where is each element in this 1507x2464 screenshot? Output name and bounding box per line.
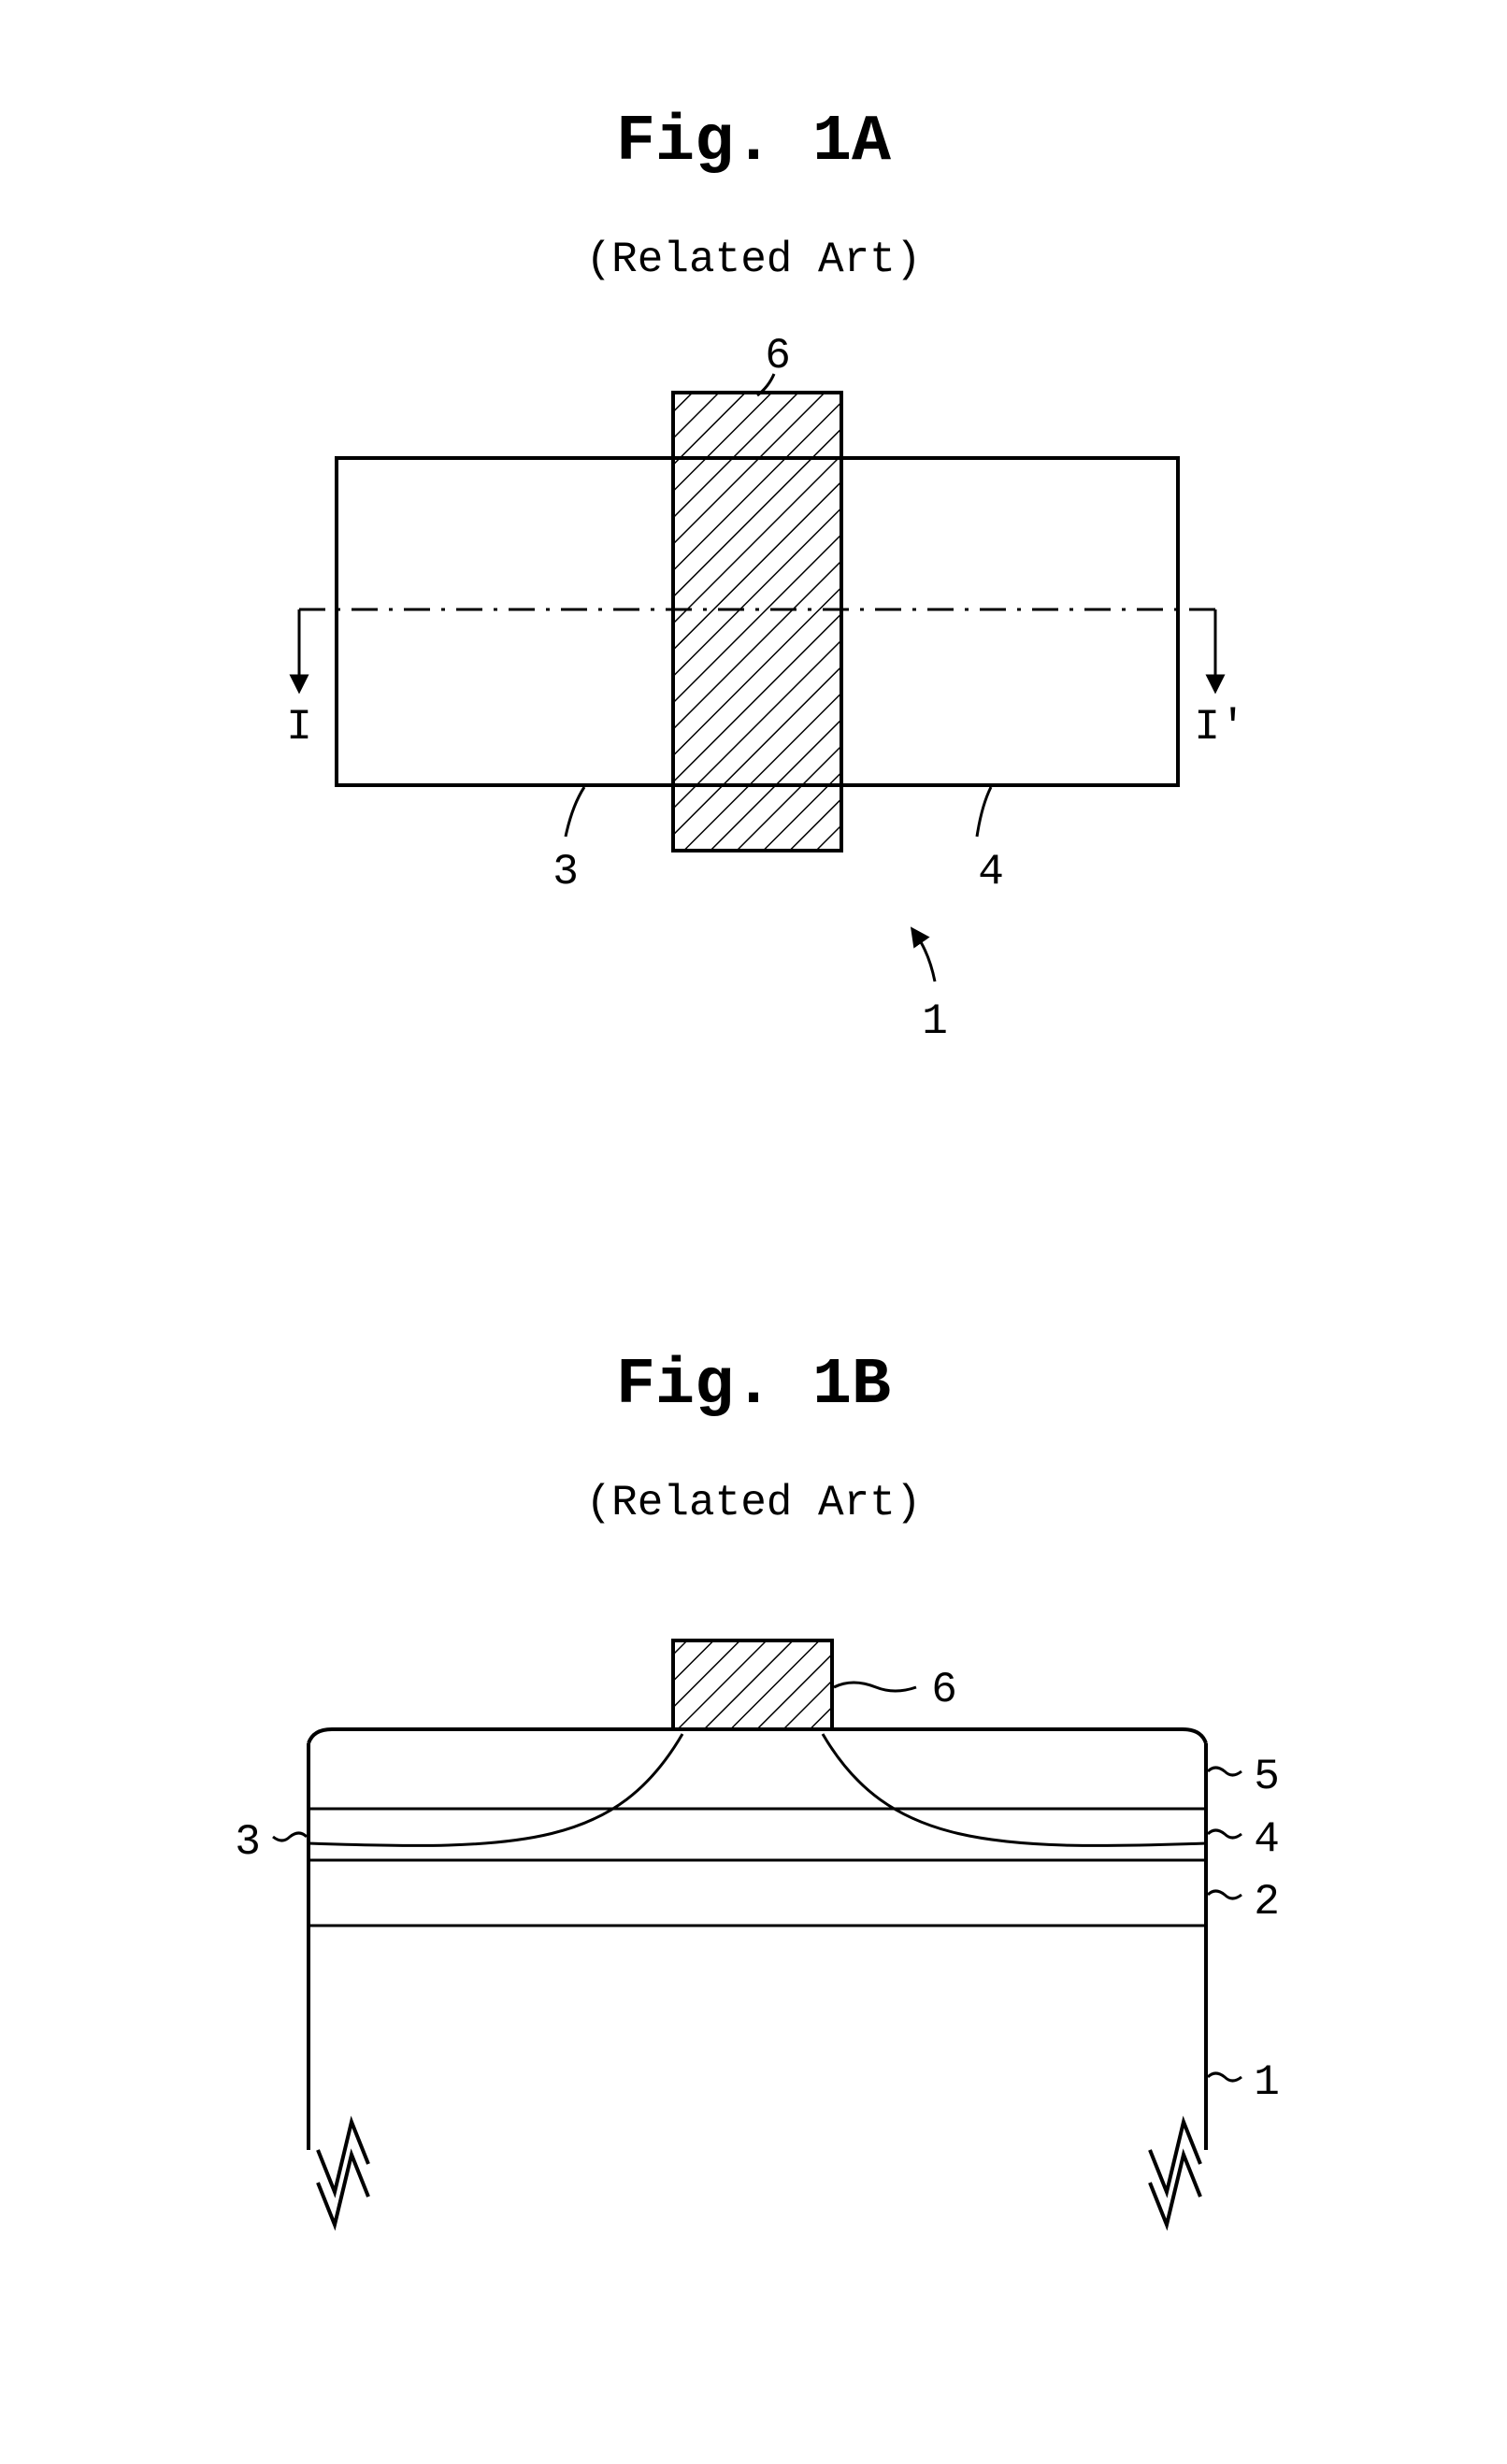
fig-1b-title: Fig. 1B: [616, 1349, 891, 1423]
svg-text:1: 1: [922, 997, 948, 1046]
leader-6-a: 6: [757, 332, 791, 395]
break-left: [318, 2122, 368, 2225]
gate-cross-section: [673, 1640, 832, 1729]
section-label-Iprime: I': [1194, 703, 1245, 752]
svg-text:5: 5: [1254, 1753, 1280, 1801]
section-label-I: I: [286, 703, 312, 752]
leader-5-b: 5: [1208, 1753, 1280, 1801]
svg-text:3: 3: [235, 1818, 261, 1867]
svg-text:4: 4: [978, 848, 1004, 896]
svg-text:2: 2: [1254, 1878, 1280, 1927]
fig-1b-subtitle: (Related Art): [586, 1479, 922, 1527]
leader-3-b: 3: [235, 1818, 307, 1867]
figure-1a: Fig. 1A (Related Art) I I' 6 3: [286, 106, 1245, 1046]
leader-6-b: 6: [834, 1666, 957, 1714]
leader-3-a: 3: [553, 787, 584, 896]
svg-text:6: 6: [931, 1666, 957, 1714]
gate-topview: [673, 393, 841, 851]
break-right: [1150, 2122, 1200, 2225]
leader-1-a: 1: [916, 935, 948, 1046]
cross-section-slab: [309, 1729, 1206, 2225]
svg-text:4: 4: [1254, 1815, 1280, 1864]
leader-2-b: 2: [1208, 1878, 1280, 1927]
leader-4-a: 4: [977, 787, 1004, 896]
figure-1b: Fig. 1B (Related Art): [235, 1349, 1280, 2225]
leader-1-b: 1: [1208, 2058, 1280, 2107]
svg-text:3: 3: [553, 848, 579, 896]
diagram-canvas: Fig. 1A (Related Art) I I' 6 3: [0, 0, 1507, 2464]
svg-text:6: 6: [765, 332, 791, 380]
fig-1a-subtitle: (Related Art): [586, 236, 922, 284]
leader-4-b: 4: [1208, 1815, 1280, 1864]
fig-1a-title: Fig. 1A: [616, 106, 891, 179]
svg-text:1: 1: [1254, 2058, 1280, 2107]
